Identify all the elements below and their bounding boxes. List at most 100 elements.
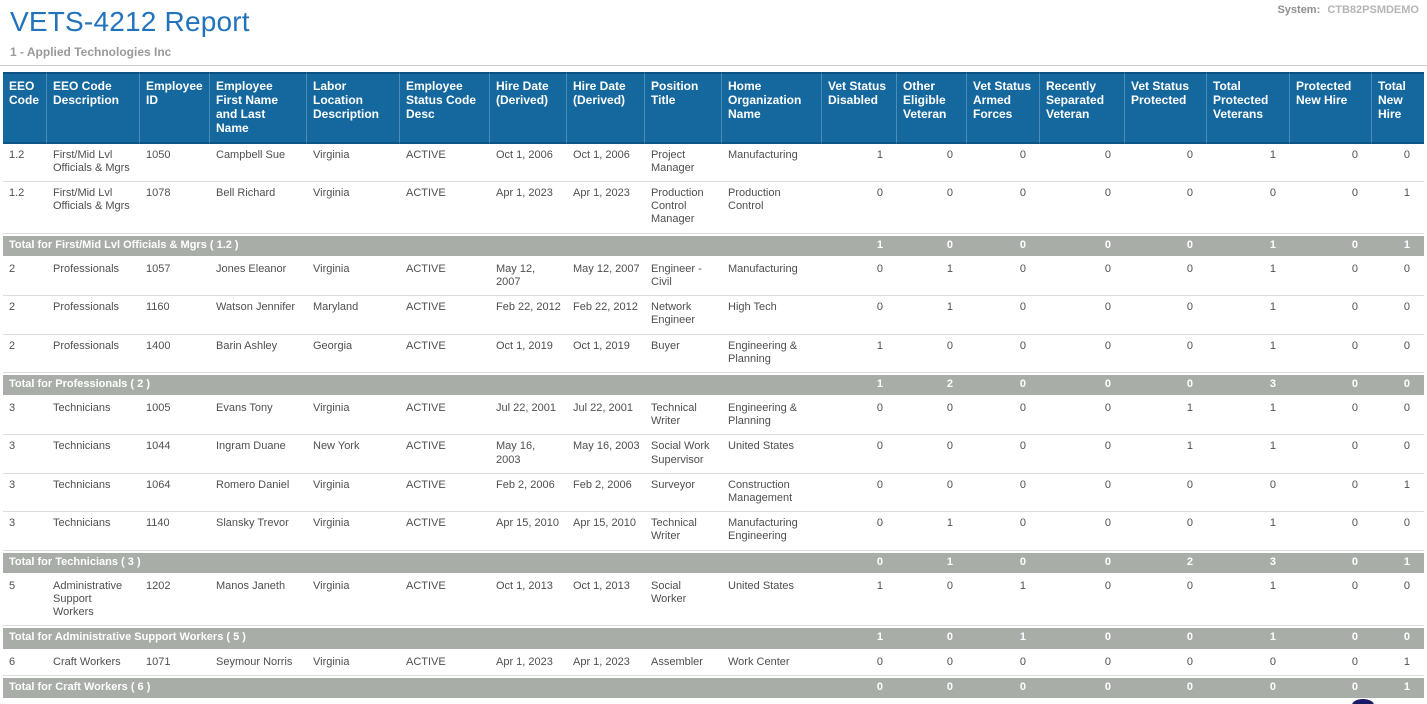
cell: Jones Eleanor — [210, 257, 307, 297]
cell: 0 — [822, 699, 897, 704]
cell: 0 — [897, 574, 967, 627]
cell: 0 — [1040, 699, 1125, 704]
cell: May 16, 2003 — [490, 435, 567, 474]
cell: Manos Janeth — [210, 574, 307, 627]
total-value: 0 — [1290, 675, 1372, 700]
cell: United States — [722, 435, 822, 474]
cell: 0 — [967, 296, 1040, 335]
cell: Technical Writer — [645, 512, 722, 551]
total-label: Total for Technicians ( 3 ) — [3, 550, 822, 575]
cell: 6 — [3, 650, 47, 676]
cell: 1 — [1207, 435, 1290, 474]
table-body: 1.2 First/Mid Lvl Officials & Mgrs 1050 Cam… — [3, 143, 1424, 704]
cell: 0 — [1372, 257, 1424, 297]
total-value: 0 — [1040, 550, 1125, 575]
table-row: 3 Technicians 1064 Romero Daniel Virginia ACT… — [3, 473, 1424, 513]
group-total-row: Total for Professionals ( 2 ) 1 2 0 0 0 3 0 0 — [3, 372, 1424, 398]
total-value: 2 — [897, 372, 967, 398]
column-header: Total New Hire — [1372, 72, 1424, 144]
cell: 1071 — [140, 650, 210, 676]
column-header: Employee First Name and Last Name — [210, 72, 307, 144]
cell: Technicians — [47, 397, 140, 436]
cell: Engineer - Civil — [645, 257, 722, 297]
cell: 0 — [1125, 182, 1207, 234]
table-row: 8Laborers and Helpers1017Stanton MarkMor… — [3, 699, 1424, 704]
system-label: System: — [1277, 4, 1321, 16]
cell: 8 — [3, 699, 47, 704]
total-value: 1 — [1372, 233, 1424, 258]
cell: Oct 1, 2006 — [567, 143, 645, 182]
cell: Feb 22, 2012 — [490, 296, 567, 335]
cell: 0 — [1290, 512, 1372, 551]
total-value: 0 — [1372, 372, 1424, 398]
cell: Project Manager — [645, 143, 722, 182]
cell: 0 — [822, 435, 897, 474]
table-row: 1.2 First/Mid Lvl Officials & Mgrs 1078 Bel… — [3, 182, 1424, 234]
cell: Manufacturing — [722, 257, 822, 297]
cell: Stanton Mark — [210, 699, 307, 704]
cell: Feb 26, 2006 — [567, 699, 645, 704]
cell: 0 — [1372, 699, 1424, 704]
cell: 0 — [1040, 334, 1125, 373]
cell: 1 — [1372, 650, 1424, 676]
vets-report-table: EEO Code EEO Code Description Employee ID E… — [3, 72, 1424, 704]
cell: 0 — [1125, 473, 1207, 513]
cell: 0 — [1207, 473, 1290, 513]
cell: 1 — [967, 574, 1040, 627]
table-row: 5 Administrative Support Workers 1202 Manos… — [3, 574, 1424, 627]
cell: ACTIVE — [400, 397, 490, 436]
cell: 1 — [1207, 512, 1290, 551]
cell: 0 — [897, 435, 967, 474]
total-value: 0 — [1290, 233, 1372, 258]
table-row: 1.2 First/Mid Lvl Officials & Mgrs 1050 Cam… — [3, 143, 1424, 182]
cell: 3 — [3, 512, 47, 551]
cell: 0 — [1372, 435, 1424, 474]
total-value: 0 — [897, 233, 967, 258]
cell: Bell Richard — [210, 182, 307, 234]
cell: 0 — [967, 473, 1040, 513]
cell: 0 — [1372, 143, 1424, 182]
total-value: 0 — [1372, 626, 1424, 651]
cell: Ingram Duane — [210, 435, 307, 474]
cell: 0 — [822, 257, 897, 297]
cell: 1 — [1372, 473, 1424, 513]
total-value: 3 — [1207, 372, 1290, 398]
table-row: 3 Technicians 1005 Evans Tony Virginia ACTIVE… — [3, 397, 1424, 436]
cell: 1 — [1207, 699, 1290, 704]
group-total-row: Total for Administrative Support Workers… — [3, 626, 1424, 651]
cell: 0 — [1125, 257, 1207, 297]
cell: 1 — [897, 257, 967, 297]
column-header: Hire Date (Derived) — [567, 72, 645, 144]
cell: 0 — [1125, 296, 1207, 335]
cell: 1 — [1207, 296, 1290, 335]
cell: Relief Worker — [645, 699, 722, 704]
total-label: Total for First/Mid Lvl Officials & Mgrs… — [3, 233, 822, 258]
cell: Work Center — [722, 650, 822, 676]
column-header: Vet Status Disabled — [822, 72, 897, 144]
system-info: System: CTB82PSMDEMO — [1277, 4, 1419, 16]
cell: 0 — [822, 296, 897, 335]
cell: 1057 — [140, 257, 210, 297]
total-value: 0 — [1125, 626, 1207, 651]
cell: 0 — [1207, 182, 1290, 234]
cell: 0 — [897, 334, 967, 373]
cell: ACTIVE — [400, 296, 490, 335]
cell: 3 — [3, 435, 47, 474]
column-header: Employee Status Code Desc — [400, 72, 490, 144]
cell: 0 — [1290, 699, 1372, 704]
cell: 0 — [1040, 435, 1125, 474]
cell: 1 — [897, 512, 967, 551]
total-value: 1 — [967, 626, 1040, 651]
table-row: 3 Technicians 1044 Ingram Duane New York ACTI… — [3, 435, 1424, 474]
total-value: 0 — [1290, 372, 1372, 398]
cell: ACTIVE — [400, 650, 490, 676]
cell: May 12, 2007 — [490, 257, 567, 297]
cell: 0 — [897, 699, 967, 704]
cell: Jul 22, 2001 — [567, 397, 645, 436]
cell: 1 — [1207, 257, 1290, 297]
cell: Virginia — [307, 257, 400, 297]
cell: 0 — [1040, 257, 1125, 297]
total-value: 0 — [967, 372, 1040, 398]
cell: Technicians — [47, 512, 140, 551]
cell: 0 — [897, 397, 967, 436]
